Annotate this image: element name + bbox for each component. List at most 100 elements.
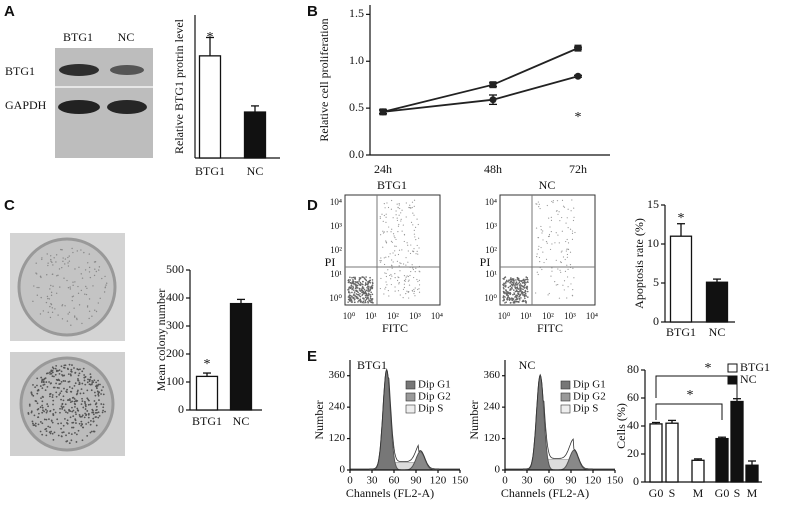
flow-dot (511, 278, 514, 280)
flow-dot (409, 204, 411, 206)
flow-dot (398, 265, 400, 267)
colony-dot (52, 413, 55, 415)
flow-dot (527, 281, 529, 284)
significance-bracket (655, 375, 738, 398)
flow-dot (354, 277, 356, 279)
colony-dot (61, 305, 63, 307)
colony-dot (64, 403, 67, 406)
flow-x-tick: 10³ (409, 311, 421, 321)
colony-dot (66, 320, 69, 322)
colony-dot (77, 379, 79, 382)
hist-y-label: Number (312, 400, 326, 439)
bar (669, 235, 693, 323)
flow-plot-frame (499, 194, 596, 306)
flow-dot (414, 295, 416, 297)
flow-dot (385, 281, 387, 283)
colony-dot (68, 260, 71, 262)
colony-dot (31, 393, 33, 396)
colony-dot (97, 302, 100, 304)
y-tick-label: 0.0 (349, 147, 364, 161)
colony-dot (36, 286, 38, 289)
colony-dot (68, 409, 71, 412)
flow-dot (382, 246, 384, 248)
flow-dot (525, 278, 527, 281)
colony-dot (78, 413, 81, 416)
colony-dot (61, 318, 64, 320)
flow-dot (509, 292, 512, 295)
colony-dot (78, 372, 81, 375)
colony-dot (81, 414, 84, 417)
colony-dot (81, 397, 83, 400)
colony-dot (41, 258, 43, 261)
flow-dot (540, 229, 542, 231)
colony-dot (83, 251, 85, 254)
colony-dot (45, 430, 48, 433)
flow-dot (364, 282, 367, 284)
flow-dot (403, 279, 406, 282)
colony-dot (33, 285, 35, 287)
flow-dot (559, 269, 561, 271)
colony-dot (49, 288, 51, 290)
colony-dot (60, 390, 63, 393)
colony-dot (62, 260, 64, 263)
x-tick-label: 90 (566, 475, 578, 487)
flow-dot (515, 300, 518, 303)
colony-dot (71, 299, 73, 302)
colony-dot (89, 423, 92, 426)
bar (198, 55, 222, 159)
flow-dot (353, 294, 355, 297)
flow-dot (569, 228, 572, 230)
flow-dot (357, 287, 359, 289)
x-tick-label: S (669, 486, 676, 500)
y-tick-label: 0 (653, 314, 659, 328)
flow-dot (352, 286, 355, 289)
flow-dot (400, 218, 402, 221)
flow-dot (513, 284, 516, 286)
flow-dot (410, 207, 412, 209)
flow-dot (551, 243, 553, 245)
flow-dot (509, 285, 512, 287)
colony-dot (32, 394, 35, 397)
flow-dot (415, 267, 417, 269)
flow-dot (561, 230, 563, 232)
flow-dot (525, 295, 528, 297)
colony-dot (77, 429, 80, 432)
flow-dot (379, 261, 382, 263)
flow-dot (350, 287, 352, 289)
flow-dot (414, 236, 416, 238)
colony-dot (55, 369, 58, 372)
annotation: * (207, 30, 214, 45)
colony-dot (60, 248, 62, 251)
colony-dot (72, 251, 74, 254)
colony-dot (102, 409, 104, 412)
colony-dot (58, 387, 60, 389)
flow-dot (506, 298, 509, 301)
flow-dot (416, 250, 418, 252)
legend-label: Dip S (418, 403, 443, 415)
flow-dot (383, 293, 385, 295)
flow-dot (519, 289, 522, 291)
flow-dot (369, 281, 372, 284)
colony-dot (60, 370, 63, 373)
colony-dot (39, 313, 42, 315)
colony-dot (73, 400, 76, 403)
x-tick-label: 120 (430, 475, 447, 487)
flow-dot (504, 285, 507, 288)
colony-dot (73, 307, 75, 309)
colony-dot (101, 411, 104, 414)
colony-dot (43, 410, 45, 413)
colony-dot (55, 254, 58, 256)
colony-dot (91, 408, 94, 411)
flow-dot (519, 286, 522, 289)
flow-dot (407, 275, 409, 278)
colony-dot (92, 417, 95, 420)
flow-dot (355, 290, 358, 293)
flow-dot (520, 297, 522, 299)
colony-dot (81, 400, 84, 402)
flow-dot (367, 292, 370, 295)
colony-dot (84, 405, 87, 408)
colony-dot (96, 411, 98, 414)
legend-swatch (560, 380, 571, 390)
colony-dot (100, 389, 103, 392)
colony-dot (51, 307, 53, 309)
